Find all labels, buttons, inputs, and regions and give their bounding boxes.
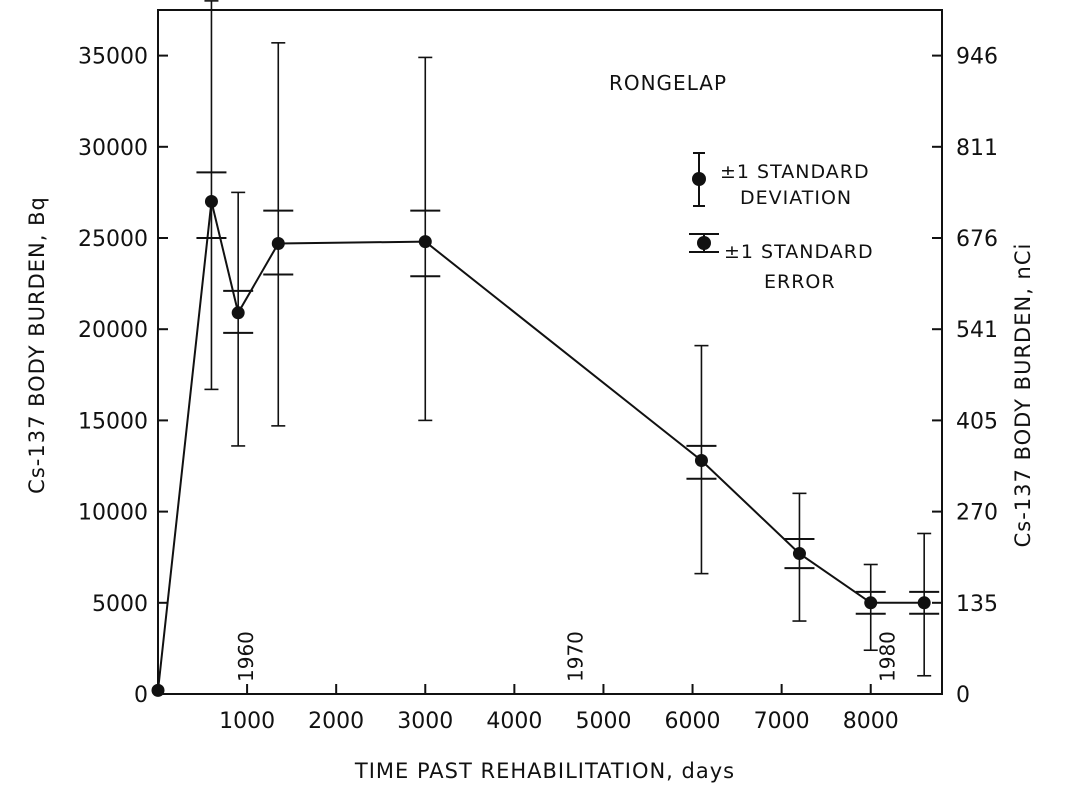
year-markers: 1960 1970 1980 — [234, 631, 899, 682]
year-marker-label: 1970 — [564, 631, 588, 682]
data-point — [864, 596, 878, 610]
y-tick-label-right: 270 — [956, 501, 998, 526]
data-point — [204, 195, 218, 209]
data-point — [694, 454, 708, 468]
data-point — [231, 306, 245, 320]
x-tick-label: 6000 — [665, 709, 721, 734]
site-label: RONGELAP — [609, 71, 727, 95]
y-tick-label-left: 10000 — [78, 501, 148, 526]
x-axis-title: TIME PAST REHABILITATION, days — [354, 759, 735, 783]
y-tick-label-left: 35000 — [78, 45, 148, 70]
x-tick-label: 2000 — [308, 709, 364, 734]
data-point — [418, 235, 432, 249]
legend-se-line1: ±1 STANDARD — [724, 241, 874, 263]
y-tick-label-right: 405 — [956, 409, 998, 434]
x-tick-label: 1000 — [219, 709, 275, 734]
y-tick-label-left: 20000 — [78, 318, 148, 343]
data-points — [151, 195, 931, 697]
year-marker-label: 1960 — [234, 631, 258, 682]
y-tick-label-left: 0 — [134, 683, 148, 708]
y-tick-label-right: 676 — [956, 227, 998, 252]
y-tick-label-left: 25000 — [78, 227, 148, 252]
data-point — [792, 547, 806, 561]
plot-frame — [157, 9, 943, 695]
x-tick-label: 4000 — [486, 709, 542, 734]
y-axis-title-right: Cs-137 BODY BURDEN, nCi — [1011, 243, 1035, 548]
y-axis-title-left: Cs-137 BODY BURDEN, Bq — [25, 196, 49, 494]
y-tick-label-left: 15000 — [78, 409, 148, 434]
x-tick-label: 8000 — [843, 709, 899, 734]
y-tick-label-right: 541 — [956, 318, 998, 343]
legend-sd-line2: DEVIATION — [740, 187, 852, 209]
data-point — [271, 236, 285, 250]
legend-sd-line1: ±1 STANDARD — [720, 161, 870, 183]
y-tick-label-left: 30000 — [78, 136, 148, 161]
x-tick-label: 7000 — [754, 709, 810, 734]
y-tick-label-left: 5000 — [92, 592, 148, 617]
ticks: 1000 2000 3000 4000 5000 6000 7000 8000 0 5000 100… — [78, 45, 998, 734]
data-point — [151, 683, 165, 697]
y-tick-label-right: 811 — [956, 136, 998, 161]
legend: ±1 STANDARD DEVIATION ±1 STANDARD ERROR — [689, 152, 874, 293]
y-tick-label-right: 135 — [956, 592, 998, 617]
error-bars — [196, 0, 940, 677]
legend-se-line2: ERROR — [764, 271, 836, 293]
y-tick-label-right: 0 — [956, 683, 970, 708]
legend-sd-symbol — [692, 152, 706, 207]
y-tick-label-right: 946 — [956, 45, 998, 70]
year-marker-label: 1980 — [876, 631, 900, 682]
legend-se-symbol — [689, 233, 719, 253]
x-tick-label: 5000 — [575, 709, 631, 734]
data-point — [917, 596, 931, 610]
x-tick-label: 3000 — [397, 709, 453, 734]
